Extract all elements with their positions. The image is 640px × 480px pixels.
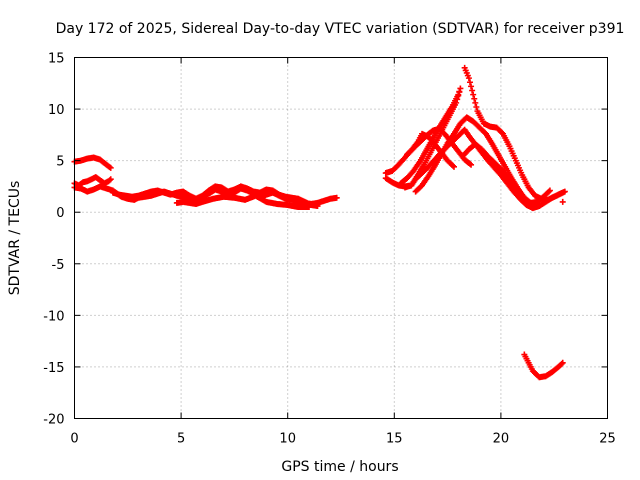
x-tick-label: 5: [177, 432, 185, 447]
series-p391-j: [412, 114, 553, 206]
data-point: [559, 198, 566, 205]
data-point: [449, 162, 456, 169]
series-p391-n: [559, 198, 566, 205]
series-p391-l: [459, 141, 536, 207]
y-tick-labels: -20 -15 -10 -5 0 5 10 15: [43, 52, 64, 428]
data-point: [466, 79, 473, 86]
data-point: [529, 200, 536, 207]
data-point: [401, 184, 408, 191]
data-point: [469, 87, 476, 94]
data-point: [559, 359, 566, 366]
data-point: [558, 360, 565, 367]
data-point: [466, 160, 473, 167]
series-p391-d: [109, 183, 321, 210]
data-points: [71, 64, 568, 381]
data-point: [546, 187, 553, 194]
x-tick-label: 10: [279, 432, 296, 447]
x-tick-label: 20: [493, 432, 510, 447]
grid-lines: [74, 57, 608, 419]
series-p391-m: [521, 351, 566, 381]
plot-frame: [74, 57, 608, 419]
data-point: [468, 83, 475, 90]
y-tick-label: -15: [43, 361, 64, 376]
data-point: [468, 161, 475, 168]
y-axis-label: SDTVAR / TECUs: [7, 181, 23, 296]
x-axis-label: GPS time / hours: [281, 459, 398, 475]
y-tick-label: 15: [48, 52, 65, 67]
data-point: [473, 104, 480, 111]
data-point: [454, 96, 461, 103]
y-tick-label: -5: [52, 258, 65, 273]
y-tick-label: 5: [56, 155, 64, 170]
y-tick-label: -20: [43, 413, 64, 428]
x-tick-label: 25: [599, 432, 616, 447]
data-point: [465, 75, 472, 82]
axis-ticks: [74, 57, 608, 419]
data-point: [545, 188, 552, 195]
data-point: [314, 203, 321, 210]
x-tick-label: 15: [386, 432, 403, 447]
x-tick-label: 0: [70, 432, 78, 447]
data-point: [472, 99, 479, 106]
series-p391-a: [71, 154, 114, 171]
series-p391-e: [173, 192, 313, 211]
data-point: [457, 85, 464, 92]
data-point: [456, 89, 463, 96]
data-point: [107, 176, 114, 183]
data-point: [306, 204, 313, 211]
data-point: [471, 95, 478, 102]
data-point: [561, 188, 568, 195]
data-point: [455, 92, 462, 99]
x-tick-labels: 0 5 10 15 20 25: [70, 432, 615, 447]
data-point: [106, 177, 113, 184]
y-tick-label: 10: [48, 103, 65, 118]
y-tick-label: -10: [43, 309, 64, 324]
chart-title: Day 172 of 2025, Sidereal Day-to-day VTE…: [56, 21, 625, 37]
data-point: [333, 194, 340, 201]
data-point: [107, 164, 114, 171]
series-p391-k: [461, 64, 568, 203]
data-point: [498, 129, 505, 136]
data-point: [450, 163, 457, 170]
series-p391-i: [404, 125, 475, 168]
series-p391-b: [71, 174, 114, 189]
data-point: [470, 91, 477, 98]
y-tick-label: 0: [56, 206, 64, 221]
